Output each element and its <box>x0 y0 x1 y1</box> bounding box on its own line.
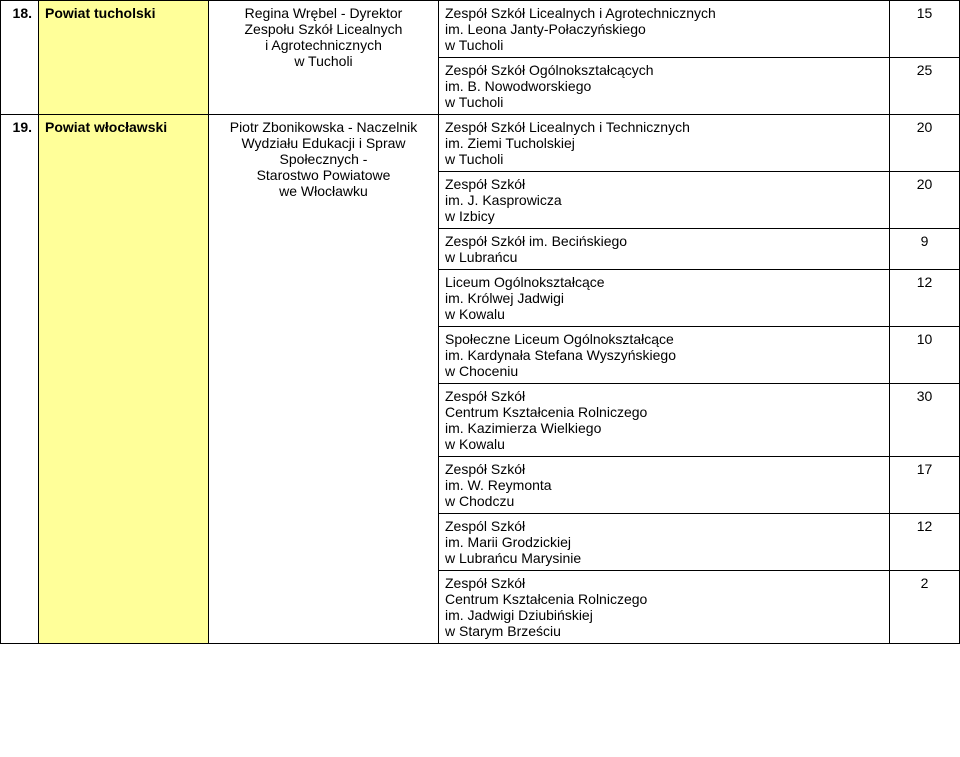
school-line: w Tucholi <box>445 151 883 167</box>
value-cell: 2 <box>890 571 960 644</box>
official-line: we Włocławku <box>215 183 432 199</box>
data-table: 18. Powiat tucholski Regina Wrębel - Dyr… <box>0 0 960 644</box>
school-cell: Zespół Szkół im. J. Kasprowicza w Izbicy <box>439 172 890 229</box>
school-line: im. Leona Janty-Połaczyńskiego <box>445 21 883 37</box>
table-row: 18. Powiat tucholski Regina Wrębel - Dyr… <box>1 1 960 58</box>
value-cell: 25 <box>890 58 960 115</box>
school-line: im. Ziemi Tucholskiej <box>445 135 883 151</box>
page: 18. Powiat tucholski Regina Wrębel - Dyr… <box>0 0 960 644</box>
school-cell: Zespół Szkół Licealnych i Agrotechniczny… <box>439 1 890 58</box>
school-line: w Lubrańcu Marysinie <box>445 550 883 566</box>
official-line: Zespołu Szkół Licealnych <box>215 21 432 37</box>
value-cell: 30 <box>890 384 960 457</box>
school-cell: Zespół Szkół Ogólnokształcących im. B. N… <box>439 58 890 115</box>
school-line: w Starym Brześciu <box>445 623 883 639</box>
value-cell: 9 <box>890 229 960 270</box>
table-row: 19. Powiat włocławski Piotr Zbonikowska … <box>1 115 960 172</box>
school-line: Zespół Szkół Ogólnokształcących <box>445 62 883 78</box>
row-number: 18. <box>1 1 39 115</box>
official-line: Piotr Zbonikowska - Naczelnik <box>215 119 432 135</box>
school-line: w Tucholi <box>445 94 883 110</box>
value-cell: 17 <box>890 457 960 514</box>
official-line: Społecznych - <box>215 151 432 167</box>
school-line: im. J. Kasprowicza <box>445 192 883 208</box>
school-line: w Tucholi <box>445 37 883 53</box>
powiat-name: Powiat tucholski <box>39 1 209 115</box>
school-line: w Chodczu <box>445 493 883 509</box>
school-line: Społeczne Liceum Ogólnokształcące <box>445 331 883 347</box>
school-line: im. Marii Grodzickiej <box>445 534 883 550</box>
value-cell: 20 <box>890 172 960 229</box>
school-line: Zespół Szkół Licealnych i Agrotechniczny… <box>445 5 883 21</box>
school-cell: Liceum Ogólnokształcące im. Królwej Jadw… <box>439 270 890 327</box>
school-line: Zespól Szkół <box>445 518 883 534</box>
school-cell: Zespół Szkół Centrum Kształcenia Rolnicz… <box>439 571 890 644</box>
school-line: w Kowalu <box>445 306 883 322</box>
school-line: w Izbicy <box>445 208 883 224</box>
school-cell: Zespół Szkół im. Becińskiego w Lubrańcu <box>439 229 890 270</box>
school-line: im. Kazimierza Wielkiego <box>445 420 883 436</box>
school-cell: Zespół Szkół im. W. Reymonta w Chodczu <box>439 457 890 514</box>
official-line: w Tucholi <box>215 53 432 69</box>
school-line: Zespół Szkół <box>445 461 883 477</box>
school-line: w Kowalu <box>445 436 883 452</box>
school-line: im. Jadwigi Dziubińskiej <box>445 607 883 623</box>
school-line: Zespół Szkół im. Becińskiego <box>445 233 883 249</box>
school-line: im. Kardynała Stefana Wyszyńskiego <box>445 347 883 363</box>
school-cell: Zespół Szkół Licealnych i Technicznych i… <box>439 115 890 172</box>
official-cell: Piotr Zbonikowska - Naczelnik Wydziału E… <box>209 115 439 644</box>
official-line: Regina Wrębel - Dyrektor <box>215 5 432 21</box>
school-cell: Społeczne Liceum Ogólnokształcące im. Ka… <box>439 327 890 384</box>
school-line: Liceum Ogólnokształcące <box>445 274 883 290</box>
powiat-name: Powiat włocławski <box>39 115 209 644</box>
school-line: im. B. Nowodworskiego <box>445 78 883 94</box>
official-line: Wydziału Edukacji i Spraw <box>215 135 432 151</box>
school-line: w Choceniu <box>445 363 883 379</box>
school-line: Zespół Szkół <box>445 575 883 591</box>
value-cell: 12 <box>890 270 960 327</box>
school-line: Centrum Kształcenia Rolniczego <box>445 591 883 607</box>
school-line: im. Królwej Jadwigi <box>445 290 883 306</box>
school-cell: Zespół Szkół Centrum Kształcenia Rolnicz… <box>439 384 890 457</box>
value-cell: 10 <box>890 327 960 384</box>
school-cell: Zespól Szkół im. Marii Grodzickiej w Lub… <box>439 514 890 571</box>
official-line: i Agrotechnicznych <box>215 37 432 53</box>
value-cell: 12 <box>890 514 960 571</box>
school-line: Zespół Szkół Licealnych i Technicznych <box>445 119 883 135</box>
school-line: Centrum Kształcenia Rolniczego <box>445 404 883 420</box>
row-number: 19. <box>1 115 39 644</box>
school-line: im. W. Reymonta <box>445 477 883 493</box>
school-line: Zespół Szkół <box>445 176 883 192</box>
value-cell: 20 <box>890 115 960 172</box>
value-cell: 15 <box>890 1 960 58</box>
official-cell: Regina Wrębel - Dyrektor Zespołu Szkół L… <box>209 1 439 115</box>
official-line: Starostwo Powiatowe <box>215 167 432 183</box>
school-line: Zespół Szkół <box>445 388 883 404</box>
school-line: w Lubrańcu <box>445 249 883 265</box>
